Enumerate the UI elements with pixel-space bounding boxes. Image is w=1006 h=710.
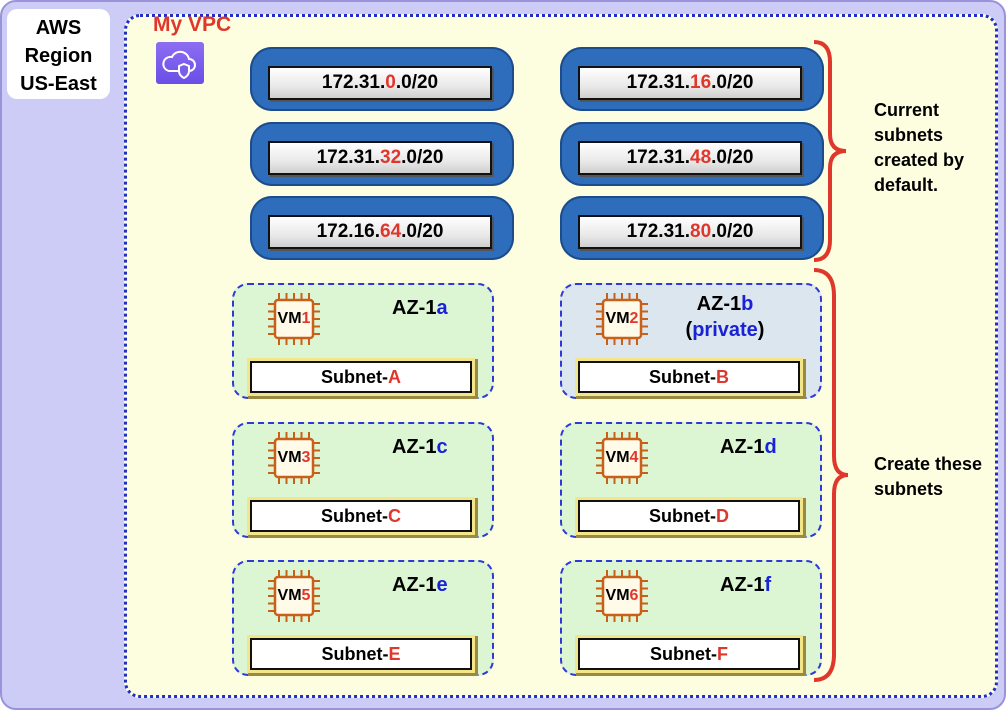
vm-prefix: VM xyxy=(278,587,302,604)
vpc-cloud-shield-icon xyxy=(156,42,204,84)
cidr-prefix: 172.31. xyxy=(317,147,380,168)
cidr-block: 172.16.64.0/20 xyxy=(268,215,492,249)
vm-number: 1 xyxy=(302,310,311,327)
cidr-suffix: .0/20 xyxy=(711,147,753,168)
create-subnets-note: Create these subnets xyxy=(874,452,982,502)
region-label-line3: US-East xyxy=(7,70,110,98)
vm-number: 3 xyxy=(302,449,311,466)
az-label: AZ-1c xyxy=(392,434,448,460)
subnet-letter: A xyxy=(388,367,401,387)
cidr-block: 172.31.32.0/20 xyxy=(268,141,492,175)
cidr-octet: 80 xyxy=(690,221,711,242)
vm-label: VM4 xyxy=(602,449,642,467)
cidr-octet: 16 xyxy=(690,72,711,93)
region-label-line1: AWS xyxy=(7,14,110,42)
region-label-line2: Region xyxy=(7,42,110,70)
cidr-suffix: .0/20 xyxy=(401,147,443,168)
subnet-label-box: Subnet-A xyxy=(250,361,472,393)
vm-label: VM3 xyxy=(274,449,314,467)
subnet-letter: D xyxy=(716,506,729,526)
subnet-prefix: Subnet- xyxy=(321,506,388,526)
cidr-octet: 48 xyxy=(690,147,711,168)
az-prefix: AZ-1 xyxy=(392,297,436,319)
subnet-label-box: Subnet-D xyxy=(578,500,800,532)
az-letter: f xyxy=(764,574,771,596)
subnet-prefix: Subnet- xyxy=(649,367,716,387)
az-letter: d xyxy=(764,436,776,458)
cidr-block: 172.31.48.0/20 xyxy=(578,141,802,175)
az-prefix: AZ-1 xyxy=(392,436,436,458)
current-subnets-note: Current subnets created by default. xyxy=(874,98,964,198)
az-prefix: AZ-1 xyxy=(720,436,764,458)
vm-label: VM1 xyxy=(274,310,314,328)
note-line: created by xyxy=(874,148,964,173)
note-line: subnets xyxy=(874,477,982,502)
az-label: AZ-1d xyxy=(720,434,777,460)
subnet-label-box: Subnet-B xyxy=(578,361,800,393)
note-line: subnets xyxy=(874,123,964,148)
az-letter: c xyxy=(436,436,447,458)
cidr-prefix: 172.16. xyxy=(317,221,380,242)
cidr-suffix: .0/20 xyxy=(711,72,753,93)
subnet-prefix: Subnet- xyxy=(321,367,388,387)
cidr-prefix: 172.31. xyxy=(322,72,385,93)
subnet-letter: C xyxy=(388,506,401,526)
subnet-letter: B xyxy=(716,367,729,387)
az-letter: a xyxy=(436,297,447,319)
subnet-prefix: Subnet- xyxy=(649,506,716,526)
vm-label: VM6 xyxy=(602,587,642,605)
subnet-label-box: Subnet-E xyxy=(250,638,472,670)
az-label: AZ-1a xyxy=(392,295,448,321)
note-line: Create these xyxy=(874,452,982,477)
subnet-label-box: Subnet-F xyxy=(578,638,800,670)
cidr-block: 172.31.16.0/20 xyxy=(578,66,802,100)
subnet-prefix: Subnet- xyxy=(650,644,717,664)
vm-number: 6 xyxy=(630,587,639,604)
vm-number: 5 xyxy=(302,587,311,604)
create-subnets-brace xyxy=(810,266,850,684)
az-prefix: AZ-1 xyxy=(392,574,436,596)
note-line: default. xyxy=(874,173,964,198)
vm-number: 2 xyxy=(630,310,639,327)
region-label: AWS Region US-East xyxy=(7,14,110,98)
note-line: Current xyxy=(874,98,964,123)
cidr-prefix: 172.31. xyxy=(627,221,690,242)
cidr-octet: 64 xyxy=(380,221,401,242)
az-name: AZ-1b xyxy=(670,291,780,317)
az-prefix: AZ-1 xyxy=(720,574,764,596)
cidr-prefix: 172.31. xyxy=(627,72,690,93)
vm-prefix: VM xyxy=(278,310,302,327)
cidr-octet: 0 xyxy=(385,72,396,93)
cidr-block: 172.31.80.0/20 xyxy=(578,215,802,249)
vpc-title: My VPC xyxy=(153,13,231,37)
cidr-suffix: .0/20 xyxy=(711,221,753,242)
cidr-prefix: 172.31. xyxy=(627,147,690,168)
cidr-block: 172.31.0.0/20 xyxy=(268,66,492,100)
vm-prefix: VM xyxy=(606,310,630,327)
private-label: (private) xyxy=(670,317,780,343)
vm-prefix: VM xyxy=(278,449,302,466)
az-label: AZ-1b (private) xyxy=(670,291,780,343)
cidr-octet: 32 xyxy=(380,147,401,168)
az-label: AZ-1e xyxy=(392,572,448,598)
vm-prefix: VM xyxy=(606,449,630,466)
vm-label: VM5 xyxy=(274,587,314,605)
vm-prefix: VM xyxy=(606,587,630,604)
cidr-suffix: .0/20 xyxy=(396,72,438,93)
subnet-letter: E xyxy=(388,644,400,664)
subnet-label-box: Subnet-C xyxy=(250,500,472,532)
subnet-prefix: Subnet- xyxy=(321,644,388,664)
vm-label: VM2 xyxy=(602,310,642,328)
cidr-suffix: .0/20 xyxy=(401,221,443,242)
current-subnets-brace xyxy=(810,38,850,264)
vm-number: 4 xyxy=(630,449,639,466)
az-label: AZ-1f xyxy=(720,572,771,598)
az-letter: e xyxy=(436,574,447,596)
subnet-letter: F xyxy=(717,644,728,664)
